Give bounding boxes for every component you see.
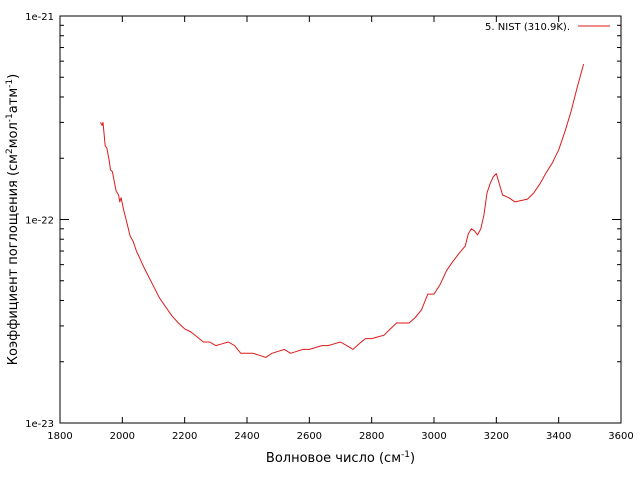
x-tick-label: 3200 — [484, 431, 509, 442]
y-tick-label: 1e-23 — [25, 419, 54, 430]
x-tick-label: 3000 — [421, 431, 446, 442]
y-axis-label: Коэффициент поглощения (см2мол-1атм-1) — [5, 74, 21, 365]
x-tick-label: 3400 — [546, 431, 571, 442]
x-tick-label: 2000 — [110, 431, 135, 442]
x-tick-label: 2200 — [172, 431, 197, 442]
series-line-0 — [100, 63, 585, 358]
legend: 5. NIST (310.9K). — [485, 22, 610, 33]
y-tick-label: 1e-21 — [25, 12, 54, 23]
x-tick-label: 2600 — [297, 431, 322, 442]
series-lines — [100, 63, 585, 358]
plot-area: 1800 2000 2200 2400 2600 2800 3000 3200 3400 3600… — [25, 12, 634, 442]
legend-entry-label: 5. NIST (310.9K). — [485, 22, 570, 33]
x-tick-label: 1800 — [47, 431, 72, 442]
y-tick-label: 1e-22 — [25, 216, 54, 227]
x-tick-label: 2400 — [234, 431, 259, 442]
x-axis-label: Волновое число (см-1) — [266, 450, 415, 466]
x-tick-label: 3600 — [608, 431, 633, 442]
x-tick-label: 2800 — [359, 431, 384, 442]
x-axis-ticks: 1800 2000 2200 2400 2600 2800 3000 3200 3400 3600 — [47, 16, 634, 442]
y-axis-ticks: 1e-23 1e-22 1e-21 — [25, 12, 621, 430]
plot-frame — [59, 15, 622, 424]
